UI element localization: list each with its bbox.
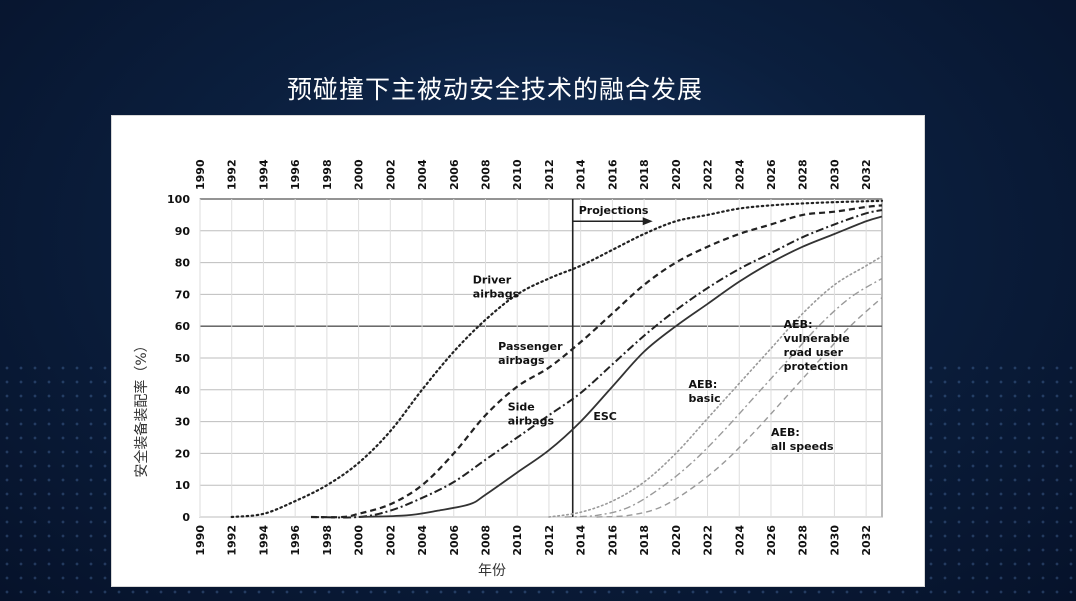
x-tick-label-top: 1998: [321, 159, 334, 190]
line-chart: 0102030405060708090100199019901992199219…: [133, 159, 884, 579]
y-tick-label: 70: [175, 288, 191, 301]
x-axis-label: 年份: [478, 563, 506, 579]
x-tick-label: 2012: [543, 525, 556, 556]
x-tick-label-top: 1992: [226, 159, 239, 190]
series-line-esc: [358, 215, 883, 518]
series-layer: [230, 199, 884, 519]
x-tick-label: 2010: [511, 525, 524, 556]
y-tick-label: 20: [175, 447, 191, 460]
x-tick-label: 1998: [321, 525, 334, 556]
series-line-aeb-vulnerable-road-user-protection: [564, 277, 883, 518]
series-label-line: airbags: [508, 414, 555, 427]
x-tick-label-top: 2004: [416, 159, 429, 190]
x-tick-label-top: 2026: [765, 159, 778, 190]
x-tick-label-top: 2022: [702, 159, 715, 190]
x-tick-label-top: 2000: [353, 159, 366, 190]
series-line-aeb-all-speeds: [596, 297, 883, 518]
series-label-passenger-airbags: Passenger airbags: [498, 340, 563, 367]
series-label-line: AEB:: [771, 426, 800, 439]
x-tick-label-top: 2016: [606, 159, 619, 190]
x-tick-label: 1996: [289, 525, 302, 556]
x-tick-label: 2000: [353, 525, 366, 556]
y-tick-label: 50: [175, 352, 191, 365]
series-label-line: airbags: [498, 354, 545, 367]
y-tick-label: 10: [175, 479, 191, 492]
series-label-line: airbags: [473, 287, 520, 300]
series-label-line: Passenger: [498, 340, 563, 353]
series-label-driver-airbags: Driver airbags: [473, 273, 520, 300]
x-tick-label: 2018: [638, 525, 651, 556]
x-tick-label-top: 2002: [384, 159, 397, 190]
x-tick-label: 2022: [702, 525, 715, 556]
series-label-line: ESC: [593, 410, 617, 423]
x-tick-label-top: 2012: [543, 159, 556, 190]
x-tick-label: 2016: [606, 525, 619, 556]
series-line-aeb-basic: [548, 255, 883, 518]
x-tick-label: 2014: [575, 525, 588, 556]
x-tick-label: 2030: [828, 525, 841, 556]
chart-panel: 0 10 20 30 40 50 60 70 80 90 100 1990 1990 1992 1992 19…: [111, 115, 925, 587]
y-tick-label: 30: [175, 416, 191, 429]
x-tick-label-top: 2008: [479, 159, 492, 190]
projection-label: Projections: [579, 204, 649, 217]
x-tick-label-top: 1996: [289, 159, 302, 190]
x-tick-label-top: 2006: [448, 159, 461, 190]
series-label-line: road user: [784, 346, 844, 359]
x-tick-label: 2028: [797, 525, 810, 556]
y-tick-label: 80: [175, 257, 191, 270]
series-label-side-airbags: Side airbags: [508, 400, 555, 427]
x-tick-label: 2020: [670, 525, 683, 556]
x-tick-label-top: 2018: [638, 159, 651, 190]
series-label-line: protection: [784, 360, 849, 373]
y-tick-label: 0: [182, 511, 190, 524]
x-tick-label: 2002: [384, 525, 397, 556]
x-tick-label: 2024: [733, 525, 746, 556]
series-label-line: AEB:: [784, 318, 813, 331]
x-tick-label: 2026: [765, 525, 778, 556]
x-tick-label: 1992: [226, 525, 239, 556]
x-tick-label-top: 2024: [733, 159, 746, 190]
series-label-aeb-basic: AEB: basic: [689, 378, 721, 405]
x-tick-label-top: 2010: [511, 159, 524, 190]
x-tick-label: 1990: [194, 525, 207, 556]
series-line-passenger-airbags: [311, 204, 883, 519]
x-tick-label: 2006: [448, 525, 461, 556]
x-tick-label-top: 2032: [860, 159, 873, 190]
series-label-line: Driver: [473, 273, 512, 286]
series-label-line: all speeds: [771, 440, 834, 453]
series-label-line: basic: [689, 392, 721, 405]
y-tick-label: 100: [167, 193, 190, 206]
series-label-esc: ESC: [593, 410, 617, 423]
y-tick-label: 90: [175, 225, 191, 238]
series-label-aeb-all-speeds: AEB: all speeds: [771, 426, 834, 453]
projection-arrowhead: [642, 217, 653, 226]
x-tick-label-top: 2014: [575, 159, 588, 190]
series-label-line: vulnerable: [784, 332, 850, 345]
x-tick-label: 2008: [479, 525, 492, 556]
x-tick-label-top: 1994: [257, 159, 270, 190]
slide-title: 预碰撞下主被动安全技术的融合发展: [286, 75, 703, 104]
x-tick-label-top: 2030: [828, 159, 841, 190]
grid: 0102030405060708090100199019901992199219…: [167, 159, 883, 556]
series-line-driver-airbags: [230, 199, 884, 519]
x-tick-label-top: 2028: [797, 159, 810, 190]
series-label-aeb-vulnerable-road-user-protection: AEB: vulnerable road user protection: [784, 318, 850, 373]
series-label-line: Side: [508, 400, 535, 413]
x-tick-label: 2004: [416, 525, 429, 556]
x-tick-label-top: 2020: [670, 159, 683, 190]
x-tick-label-top: 1990: [194, 159, 207, 190]
series-label-line: AEB:: [689, 378, 718, 391]
y-axis-label: 安全装备装配率（%）: [133, 338, 150, 477]
series-line-side-airbags: [311, 209, 883, 519]
y-tick-label: 40: [175, 384, 191, 397]
x-tick-label: 1994: [257, 525, 270, 556]
y-tick-label: 60: [175, 320, 191, 333]
x-tick-label: 2032: [860, 525, 873, 556]
